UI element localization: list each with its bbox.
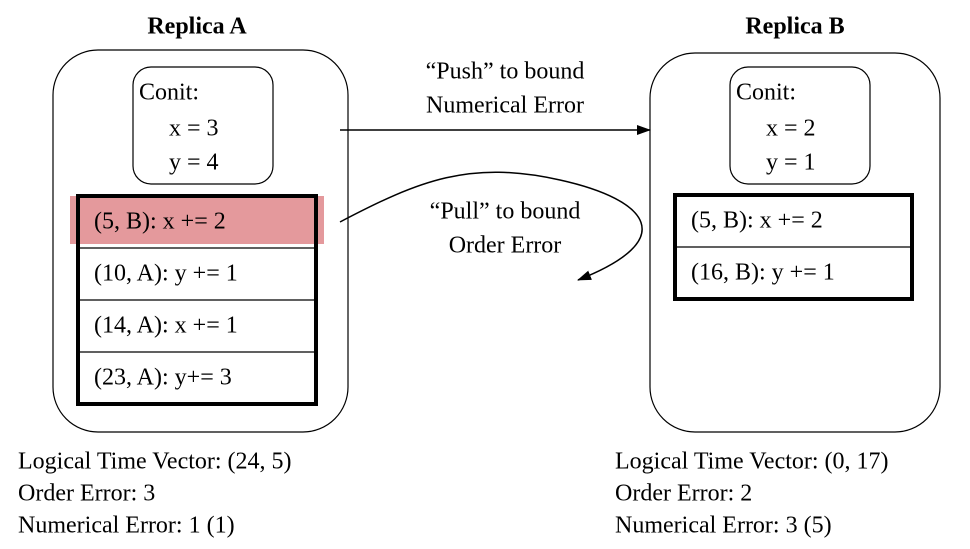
conit-box: [132, 66, 274, 185]
conit-value: x = 3: [169, 116, 219, 142]
log-table: [76, 194, 318, 406]
log-table: [673, 193, 914, 301]
replica-info: Logical Time Vector: (0, 17): [615, 449, 889, 475]
replica-info: Logical Time Vector: (24, 5): [18, 449, 292, 475]
pull-arrow: [339, 171, 643, 281]
replica-title: Replica A: [147, 14, 247, 40]
pull-label: Order Error: [449, 233, 562, 259]
replica-info: Numerical Error: 1 (1): [18, 513, 235, 539]
pull-label: “Pull” to bound: [430, 199, 581, 225]
log-entry: (5, B): x += 2: [691, 208, 823, 234]
log-entry: (23, A): y+= 3: [94, 365, 232, 391]
replica-info: Order Error: 3: [18, 481, 155, 507]
conit-label: Conit:: [139, 80, 199, 106]
replica-info: Numerical Error: 3 (5): [615, 513, 832, 539]
conit-value: y = 1: [766, 150, 816, 176]
log-entry: (16, B): y += 1: [691, 260, 835, 286]
replica-info: Order Error: 2: [615, 481, 752, 507]
push-label: “Push” to bound: [426, 59, 585, 85]
replica-box: [649, 52, 941, 433]
conit-box: [729, 66, 871, 185]
highlight: [70, 196, 324, 244]
log-entry: (14, A): x += 1: [94, 313, 238, 339]
conit-value: x = 2: [766, 116, 816, 142]
replica-box: [52, 49, 349, 433]
log-entry: (5, B): x += 2: [94, 209, 226, 235]
conit-label: Conit:: [736, 80, 796, 106]
conit-value: y = 4: [169, 150, 219, 176]
log-entry: (10, A): y += 1: [94, 261, 238, 287]
push-label: Numerical Error: [426, 93, 584, 119]
replica-title: Replica B: [745, 14, 844, 40]
